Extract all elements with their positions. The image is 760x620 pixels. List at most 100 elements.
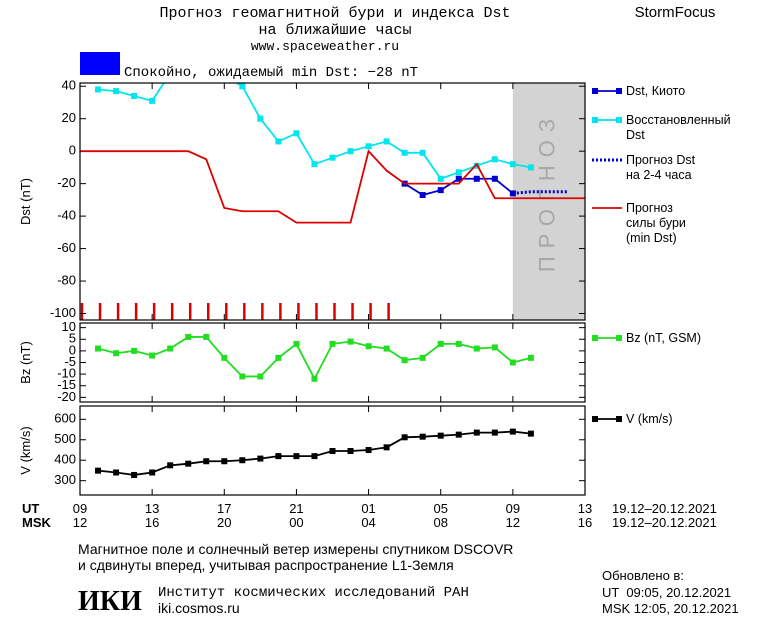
y-tick-label: 0 (69, 143, 76, 158)
marker (275, 354, 282, 361)
marker (221, 354, 228, 361)
x-tick-label-msk: 12 (506, 515, 520, 530)
marker (257, 455, 264, 462)
marker (365, 143, 372, 150)
x-tick-label-msk: 04 (361, 515, 375, 530)
legend-marker (592, 117, 598, 123)
x-tick-label: 01 (361, 501, 375, 516)
marker (527, 164, 534, 171)
marker (239, 457, 246, 464)
legend-marker (592, 88, 598, 94)
y-tick-label: 300 (54, 472, 76, 487)
y-tick-label: -10 (57, 366, 76, 381)
series-group (80, 83, 585, 224)
marker (419, 149, 426, 156)
y-tick-label: 5 (69, 331, 76, 346)
forecast-label: ПРОГНОЗ (535, 111, 560, 272)
marker (329, 154, 336, 161)
marker (131, 92, 138, 99)
marker (257, 115, 264, 122)
legend-label: V (km/s) (626, 412, 673, 426)
y-tick-label: -15 (57, 377, 76, 392)
y-tick-label: -40 (57, 208, 76, 223)
msk-label: MSK (22, 515, 52, 530)
marker (419, 354, 426, 361)
marker (311, 453, 318, 460)
x-tick-label: 13 (145, 501, 159, 516)
marker (347, 338, 354, 345)
marker (311, 375, 318, 382)
legend-label: Восстановленный Dst (626, 113, 731, 142)
series-line (80, 149, 585, 224)
marker (455, 169, 462, 176)
marker (113, 469, 120, 476)
marker (131, 471, 138, 478)
series-line (512, 190, 567, 195)
x-tick-label-msk: 00 (289, 515, 303, 530)
marker (149, 97, 156, 104)
marker (203, 333, 210, 340)
x-tick-label-msk: 16 (145, 515, 159, 530)
marker (437, 187, 444, 194)
marker (401, 357, 408, 364)
logo: ИКИ (78, 586, 142, 617)
marker (131, 347, 138, 354)
legend-label: Прогноз Dst на 2-4 часа (626, 153, 696, 182)
marker (455, 175, 462, 182)
marker (167, 462, 174, 469)
status-text: Спокойно, ожидаемый min Dst: −28 nT (124, 64, 418, 81)
marker (419, 433, 426, 440)
marker (185, 333, 192, 340)
marker (401, 149, 408, 156)
marker (113, 88, 120, 95)
legend-marker (616, 117, 622, 123)
marker (455, 340, 462, 347)
marker (383, 345, 390, 352)
marker (329, 448, 336, 455)
marker (239, 83, 246, 90)
x-tick-label: 09 (73, 501, 87, 516)
marker (293, 453, 300, 460)
footer-note: и сдвинуты вперед, учитывая распростране… (78, 557, 454, 573)
panel-frame (79, 82, 586, 321)
marker (491, 429, 498, 436)
marker (293, 130, 300, 137)
marker (149, 469, 156, 476)
y-tick-label: 500 (54, 431, 76, 446)
marker (437, 340, 444, 347)
institute: Институт космических исследований РАН (158, 584, 469, 601)
marker (149, 352, 156, 359)
panel-frame (79, 405, 586, 496)
marker (185, 460, 192, 467)
marker (113, 350, 120, 357)
y-tick-label: -100 (50, 305, 76, 320)
marker (383, 444, 390, 451)
marker (203, 458, 210, 465)
legend-marker (616, 335, 622, 341)
series-group (95, 428, 534, 478)
x-tick-label: 09 (506, 501, 520, 516)
y-tick-label: -5 (64, 354, 76, 369)
footer-note: Магнитное поле и солнечный ветер измерен… (78, 541, 513, 557)
marker (491, 344, 498, 351)
marker (491, 175, 498, 182)
y-tick-label: 20 (62, 110, 76, 125)
updated-ut: UT 09:05, 20.12.2021 (602, 585, 731, 600)
x-tick-label: 17 (217, 501, 231, 516)
forecast-band (512, 83, 585, 320)
y-tick-label: -20 (57, 389, 76, 404)
marker (473, 175, 480, 182)
x-tick-label-msk: 08 (433, 515, 447, 530)
marker (509, 428, 516, 435)
x-tick-label-msk: 12 (73, 515, 87, 530)
legend-label: Dst, Киото (626, 84, 686, 98)
legend-label: Bz (nT, GSM) (626, 331, 702, 345)
marker (293, 340, 300, 347)
x-tick-label: 21 (289, 501, 303, 516)
marker (221, 458, 228, 465)
marker (95, 345, 102, 352)
marker (275, 138, 282, 145)
marker (365, 446, 372, 453)
y-tick-label: -20 (57, 175, 76, 190)
